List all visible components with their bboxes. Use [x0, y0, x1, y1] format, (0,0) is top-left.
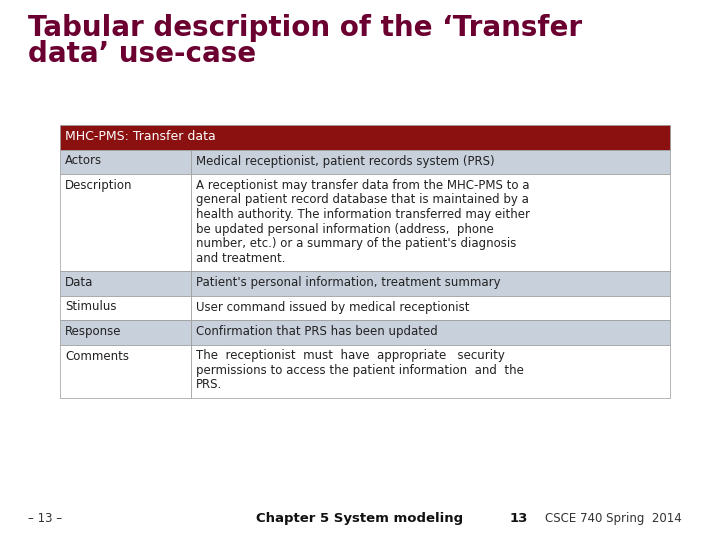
- Bar: [60, 174, 191, 271]
- Text: number, etc.) or a summary of the patient's diagnosis: number, etc.) or a summary of the patien…: [196, 237, 516, 250]
- Text: Actors: Actors: [65, 154, 102, 167]
- Text: The  receptionist  must  have  appropriate   security: The receptionist must have appropriate s…: [196, 349, 505, 362]
- Text: Medical receptionist, patient records system (PRS): Medical receptionist, patient records sy…: [196, 154, 495, 167]
- Bar: [191, 320, 670, 345]
- Text: Response: Response: [65, 325, 122, 338]
- Text: be updated personal information (address,  phone: be updated personal information (address…: [196, 222, 494, 235]
- Bar: [191, 271, 670, 295]
- Text: MHC-PMS: Transfer data: MHC-PMS: Transfer data: [65, 130, 216, 143]
- Text: CSCE 740 Spring  2014: CSCE 740 Spring 2014: [545, 512, 682, 525]
- Bar: [60, 345, 191, 398]
- Text: PRS.: PRS.: [196, 379, 222, 392]
- Text: Stimulus: Stimulus: [65, 300, 117, 314]
- Text: Chapter 5 System modeling: Chapter 5 System modeling: [256, 512, 464, 525]
- Bar: [60, 320, 191, 345]
- Text: A receptionist may transfer data from the MHC-PMS to a: A receptionist may transfer data from th…: [196, 179, 530, 192]
- Text: Description: Description: [65, 179, 132, 192]
- Text: and treatment.: and treatment.: [196, 252, 286, 265]
- Text: permissions to access the patient information  and  the: permissions to access the patient inform…: [196, 364, 524, 377]
- Text: health authority. The information transferred may either: health authority. The information transf…: [196, 208, 530, 221]
- Text: Tabular description of the ‘Transfer: Tabular description of the ‘Transfer: [28, 14, 582, 42]
- Text: Confirmation that PRS has been updated: Confirmation that PRS has been updated: [196, 325, 438, 338]
- Bar: [60, 295, 191, 320]
- Text: – 13 –: – 13 –: [28, 512, 62, 525]
- Text: 13: 13: [510, 512, 528, 525]
- Bar: [191, 174, 670, 271]
- Bar: [191, 345, 670, 398]
- Bar: [60, 125, 670, 150]
- Text: Comments: Comments: [65, 349, 129, 362]
- Text: data’ use-case: data’ use-case: [28, 40, 256, 68]
- Text: User command issued by medical receptionist: User command issued by medical reception…: [196, 300, 469, 314]
- Bar: [191, 295, 670, 320]
- Bar: [191, 150, 670, 174]
- Bar: [60, 150, 191, 174]
- Text: Patient's personal information, treatment summary: Patient's personal information, treatmen…: [196, 276, 501, 289]
- Text: Data: Data: [65, 276, 94, 289]
- Bar: [60, 271, 191, 295]
- Text: general patient record database that is maintained by a: general patient record database that is …: [196, 193, 529, 206]
